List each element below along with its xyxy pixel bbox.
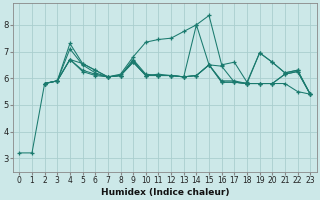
X-axis label: Humidex (Indice chaleur): Humidex (Indice chaleur) [100, 188, 229, 197]
